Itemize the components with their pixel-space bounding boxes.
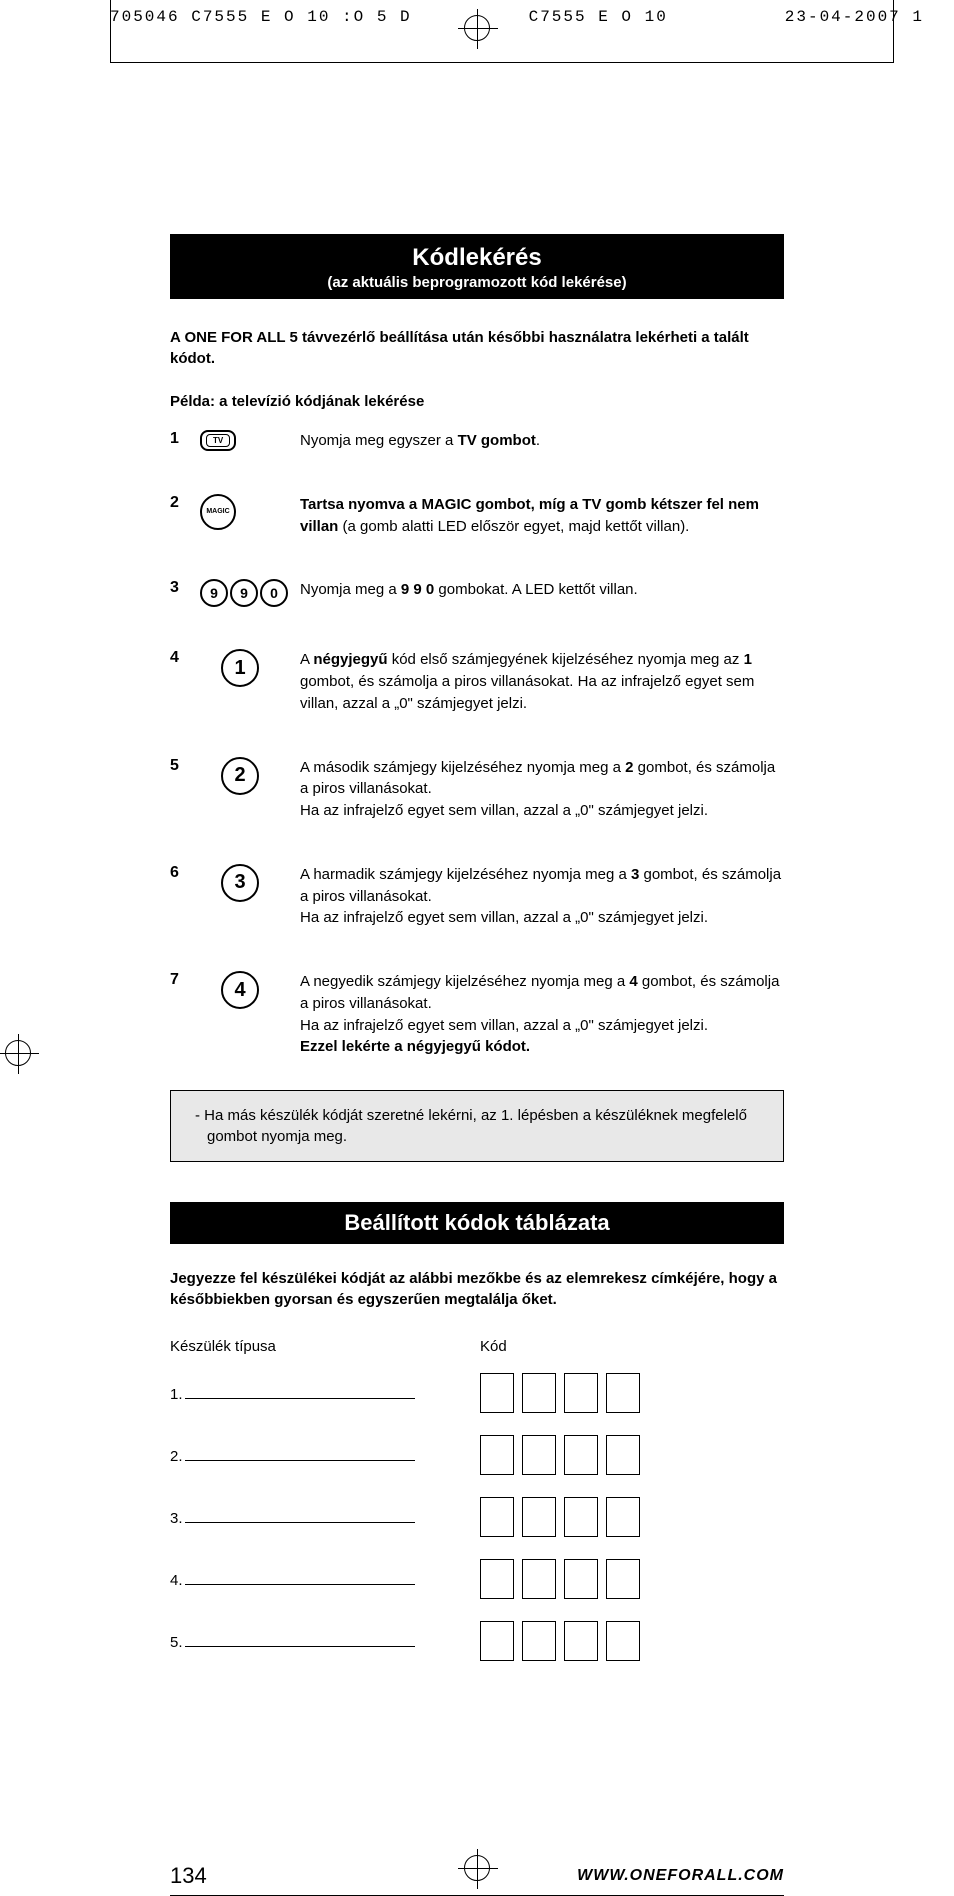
note-box: - Ha más készülék kódját szeretné lekérn…: [170, 1090, 784, 1162]
print-header-center: C7555 E O 10: [529, 8, 668, 26]
step-text: Nyomja meg a 9 9 0 gombokat. A LED kettő…: [300, 579, 784, 601]
code-digit-box[interactable]: [522, 1435, 556, 1475]
step-number: 5: [170, 757, 200, 775]
code-digit-box[interactable]: [606, 1435, 640, 1475]
crop-line: [110, 0, 111, 62]
section-header-kodlekeres: Kódlekérés (az aktuális beprogramozott k…: [170, 234, 784, 299]
magic-button-icon: MAGIC: [200, 494, 236, 530]
step-icon: 3: [200, 864, 300, 902]
code-boxes: [480, 1373, 640, 1413]
code-table-row: 2.: [170, 1435, 784, 1475]
digit-button-icon: 0: [260, 579, 288, 607]
step-icon: 2: [200, 757, 300, 795]
registration-mark: [5, 1040, 31, 1066]
code-digit-box[interactable]: [480, 1435, 514, 1475]
registration-mark: [464, 1855, 490, 1881]
print-header-right: 23-04-2007 1: [785, 8, 924, 26]
section-subtitle: (az aktuális beprogramozott kód lekérése…: [170, 274, 784, 291]
registration-mark: [464, 15, 490, 41]
code-digit-box[interactable]: [522, 1497, 556, 1537]
tv-button-icon: TV: [200, 430, 236, 451]
code-digit-box[interactable]: [606, 1621, 640, 1661]
step-1: 1TV Nyomja meg egyszer a TV gombot.: [170, 430, 784, 452]
step-icon: 4: [200, 971, 300, 1009]
code-digit-box[interactable]: [522, 1559, 556, 1599]
step-4: 4 1 A négyjegyű kód első számjegyének kije…: [170, 649, 784, 714]
step-icon: 1: [200, 649, 300, 687]
section2-title: Beállított kódok táblázata: [344, 1210, 609, 1235]
step-icon: MAGIC: [200, 494, 300, 530]
code-digit-box[interactable]: [564, 1497, 598, 1537]
col-device-type: Készülék típusa: [170, 1338, 480, 1355]
section-title: Kódlekérés: [170, 244, 784, 272]
step-text: A négyjegyű kód első számjegyének kijelz…: [300, 649, 784, 714]
print-header-left: 705046 C7555 E O 10 :O 5 D: [110, 8, 412, 26]
crop-line: [893, 0, 894, 62]
code-table-row: 3.: [170, 1497, 784, 1537]
digit-button-icon: 3: [221, 864, 259, 902]
code-digit-box[interactable]: [480, 1559, 514, 1599]
step-text: Tartsa nyomva a MAGIC gombot, míg a TV g…: [300, 494, 784, 538]
intro-text: A ONE FOR ALL 5 távvezérlő beállítása ut…: [170, 327, 784, 369]
code-digit-box[interactable]: [480, 1621, 514, 1661]
step-text: A negyedik számjegy kijelzéséhez nyomja …: [300, 971, 784, 1058]
code-boxes: [480, 1435, 640, 1475]
code-digit-box[interactable]: [606, 1373, 640, 1413]
code-digit-box[interactable]: [606, 1559, 640, 1599]
device-type-field[interactable]: 1.: [170, 1384, 480, 1403]
example-title: Példa: a televízió kódjának lekérése: [170, 393, 784, 410]
page-content: Kódlekérés (az aktuális beprogramozott k…: [0, 34, 954, 1803]
step-text: A második számjegy kijelzéséhez nyomja m…: [300, 757, 784, 822]
crop-line: [110, 62, 894, 63]
code-digit-box[interactable]: [564, 1435, 598, 1475]
step-text: A harmadik számjegy kijelzéséhez nyomja …: [300, 864, 784, 929]
step-6: 6 3 A harmadik számjegy kijelzéséhez nyomj…: [170, 864, 784, 929]
code-digit-box[interactable]: [564, 1621, 598, 1661]
code-boxes: [480, 1559, 640, 1599]
code-digit-box[interactable]: [564, 1559, 598, 1599]
code-table-row: 5.: [170, 1621, 784, 1661]
device-type-field[interactable]: 4.: [170, 1570, 480, 1589]
digit-button-icon: 2: [221, 757, 259, 795]
step-number: 1: [170, 430, 200, 448]
digit-button-icon: 9: [200, 579, 228, 607]
section-header-table: Beállított kódok táblázata: [170, 1202, 784, 1244]
digit-button-icon: 1: [221, 649, 259, 687]
code-table-row: 4.: [170, 1559, 784, 1599]
code-boxes: [480, 1621, 640, 1661]
step-number: 2: [170, 494, 200, 512]
device-type-field[interactable]: 2.: [170, 1446, 480, 1465]
digit-button-icon: 9: [230, 579, 258, 607]
code-digit-box[interactable]: [480, 1497, 514, 1537]
step-number: 4: [170, 649, 200, 667]
step-number: 7: [170, 971, 200, 989]
step-2: 2MAGIC Tartsa nyomva a MAGIC gombot, míg …: [170, 494, 784, 538]
code-digit-box[interactable]: [522, 1621, 556, 1661]
table-intro: Jegyezze fel készülékei kódját az alábbi…: [170, 1268, 784, 1310]
code-digit-box[interactable]: [522, 1373, 556, 1413]
step-text: Nyomja meg egyszer a TV gombot.: [300, 430, 784, 452]
note-text: - Ha más készülék kódját szeretné lekérn…: [191, 1105, 763, 1147]
device-type-field[interactable]: 3.: [170, 1508, 480, 1527]
website-url: WWW.ONEFORALL.COM: [577, 1867, 784, 1885]
table-header: Készülék típusa Kód: [170, 1338, 784, 1355]
code-table-row: 1.: [170, 1373, 784, 1413]
page-number: 134: [170, 1863, 207, 1889]
step-5: 5 2 A második számjegy kijelzéséhez nyomja…: [170, 757, 784, 822]
digit-button-icon: 4: [221, 971, 259, 1009]
step-icon: 990: [200, 579, 300, 607]
step-3: 3990Nyomja meg a 9 9 0 gombokat. A LED k…: [170, 579, 784, 607]
code-digit-box[interactable]: [564, 1373, 598, 1413]
code-digit-box[interactable]: [480, 1373, 514, 1413]
step-number: 6: [170, 864, 200, 882]
step-number: 3: [170, 579, 200, 597]
col-code: Kód: [480, 1338, 507, 1355]
code-boxes: [480, 1497, 640, 1537]
step-icon: TV: [200, 430, 300, 451]
step-7: 7 4 A negyedik számjegy kijelzéséhez nyomj…: [170, 971, 784, 1058]
device-type-field[interactable]: 5.: [170, 1632, 480, 1651]
code-digit-box[interactable]: [606, 1497, 640, 1537]
